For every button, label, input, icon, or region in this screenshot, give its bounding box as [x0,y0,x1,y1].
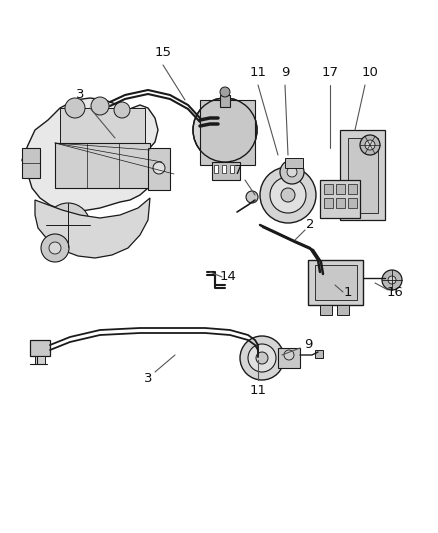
Text: 14: 14 [219,271,237,284]
Text: 2: 2 [306,219,314,231]
Bar [285,158,303,168]
Bar [348,138,378,213]
Text: 3: 3 [76,88,84,101]
Circle shape [248,344,276,372]
Bar [148,148,170,190]
Bar [30,340,50,356]
Bar [212,162,240,180]
Bar [220,95,230,107]
Text: 15: 15 [155,45,172,59]
Bar [214,165,218,173]
Text: 9: 9 [304,338,312,351]
Text: 11: 11 [250,384,266,397]
Text: 11: 11 [250,66,266,78]
Circle shape [114,102,130,118]
Bar [308,260,363,305]
Bar [337,305,349,315]
Bar [278,348,300,368]
Circle shape [41,234,69,262]
Circle shape [360,135,380,155]
Circle shape [281,188,295,202]
Bar [35,356,45,364]
Circle shape [246,191,258,203]
Circle shape [240,336,284,380]
Circle shape [256,352,268,364]
Text: 7: 7 [234,164,242,176]
Bar [336,184,345,194]
Bar [60,108,145,143]
Text: 9: 9 [281,66,289,78]
Text: 3: 3 [144,372,152,384]
Bar [324,184,333,194]
Bar [55,143,150,188]
Text: 16: 16 [387,287,403,300]
Circle shape [284,350,294,360]
Bar [348,198,357,208]
Text: 1: 1 [344,286,352,298]
Circle shape [91,97,109,115]
Bar [336,198,345,208]
Circle shape [388,276,396,284]
Bar [315,265,357,300]
Circle shape [280,160,304,184]
Bar [324,198,333,208]
Circle shape [153,162,165,174]
Circle shape [65,98,85,118]
Bar [222,165,226,173]
Polygon shape [35,198,150,258]
Circle shape [270,177,306,213]
Circle shape [260,167,316,223]
Circle shape [217,122,233,138]
Bar [340,130,385,220]
Circle shape [49,242,61,254]
Circle shape [365,140,375,150]
Bar [230,165,234,173]
Circle shape [46,203,90,247]
Circle shape [193,98,257,162]
Text: 17: 17 [321,66,339,78]
Circle shape [382,270,402,290]
Circle shape [58,215,78,235]
Polygon shape [22,98,158,212]
Bar [200,100,255,165]
Bar [315,350,323,358]
Circle shape [220,87,230,97]
Circle shape [203,108,247,152]
Bar [348,184,357,194]
Text: 10: 10 [361,66,378,78]
Bar [320,305,332,315]
Bar [22,148,40,178]
Bar [320,180,360,218]
Circle shape [287,167,297,177]
